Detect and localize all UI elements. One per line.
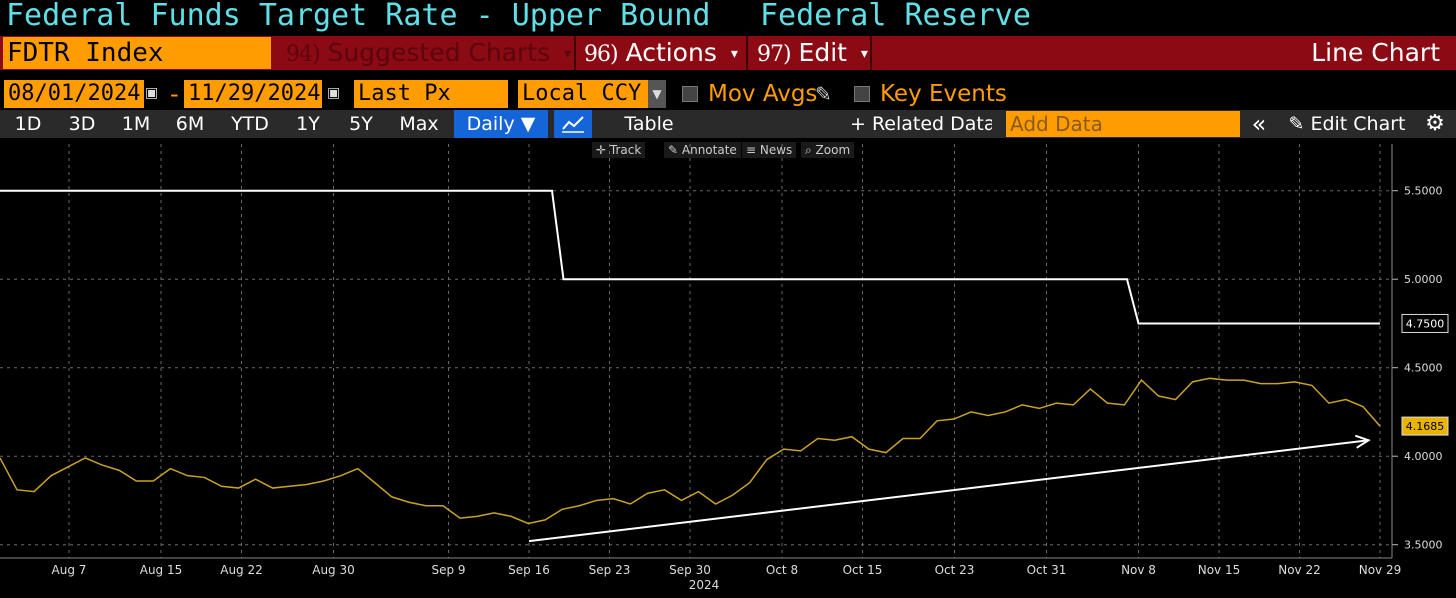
gear-icon[interactable]: ⚙ <box>1425 111 1445 136</box>
divider <box>574 36 576 70</box>
x-tick-label: Oct 23 <box>935 563 975 577</box>
edit-menu[interactable]: 97) Edit ▾ <box>757 36 868 70</box>
start-date-input[interactable]: 08/01/2024 <box>4 80 144 108</box>
related-data-button[interactable]: + Related Data <box>850 113 992 135</box>
add-data-input[interactable]: Add Data <box>1006 111 1240 137</box>
y-tick-label: 5.0000 <box>1404 273 1443 286</box>
x-tick-label: Sep 16 <box>508 563 550 577</box>
table-button[interactable]: Table <box>624 113 674 135</box>
line-chart[interactable]: 5.5000 5.0000 4.5000 4.0000 3.5000 Aug 7 Aug 1… <box>0 140 1456 598</box>
chevron-down-icon: ▾ <box>730 46 738 62</box>
x-tick-label: Aug 30 <box>312 563 355 577</box>
calendar-icon[interactable]: ▣ <box>327 85 341 101</box>
line-chart-glyph <box>562 116 584 133</box>
data-source: Federal Reserve <box>760 0 1031 33</box>
mov-avgs-checkbox[interactable] <box>682 86 698 102</box>
last-value-fdtr: 4.7500 <box>1406 317 1445 330</box>
series-line-yield <box>0 377 1381 525</box>
last-value-yield: 4.1685 <box>1406 420 1445 433</box>
arrow-head <box>1354 434 1371 449</box>
x-tick-label: Aug 7 <box>52 563 87 577</box>
end-date-input[interactable]: 11/29/2024 <box>184 80 322 108</box>
pencil-icon: ✎ <box>1288 113 1311 135</box>
field-select[interactable]: Last Px <box>354 80 508 108</box>
last-value-yield-box <box>1401 416 1449 436</box>
chevron-down-icon: ▾ <box>564 46 572 62</box>
x-tick-label: Aug 15 <box>140 563 183 577</box>
settings-row: 08/01/2024 ▣ - 11/29/2024 ▣ Last Px Loca… <box>0 78 1456 110</box>
pencil-icon[interactable]: ✎ <box>815 82 832 106</box>
edit-num: 97) <box>757 42 792 67</box>
frequency-dropdown[interactable]: Daily ▼ <box>454 110 548 138</box>
last-value-fdtr-box <box>1401 313 1449 333</box>
range-3d[interactable]: 3D <box>68 113 96 135</box>
series-line-fdtr <box>0 189 1380 325</box>
divider <box>870 36 872 70</box>
chevron-down-icon[interactable]: ▼ <box>648 80 666 108</box>
range-ytd[interactable]: YTD <box>231 113 269 135</box>
x-tick-label: Sep 30 <box>669 563 711 577</box>
range-1d[interactable]: 1D <box>14 113 42 135</box>
suggested-charts-menu[interactable]: 94) Suggested Charts ▾ <box>286 36 571 70</box>
chart-title: Federal Funds Target Rate - Upper Bound <box>6 0 711 33</box>
key-events-checkbox[interactable] <box>854 86 870 102</box>
x-tick-label: Sep 9 <box>431 563 465 577</box>
y-tick-label: 5.5000 <box>1404 185 1443 198</box>
range-5y[interactable]: 5Y <box>349 113 373 135</box>
suggested-num: 94) <box>286 42 321 67</box>
news-tool[interactable]: ≡ News <box>742 142 797 158</box>
zoom-tool[interactable]: ⌕ Zoom <box>801 142 855 158</box>
x-tick-label: Oct 15 <box>843 563 883 577</box>
x-tick-label: Nov 15 <box>1198 563 1241 577</box>
title-bar: Federal Funds Target Rate - Upper Bound … <box>0 0 1456 36</box>
chart-type-label[interactable]: Line Chart <box>1311 38 1440 67</box>
calendar-icon[interactable]: ▣ <box>145 85 159 101</box>
line-chart-icon[interactable] <box>554 110 592 138</box>
trend-arrow <box>528 439 1369 543</box>
mov-avgs-label: Mov Avgs <box>708 81 818 107</box>
actions-menu[interactable]: 96) Actions ▾ <box>584 36 738 70</box>
date-separator: - <box>170 80 179 108</box>
chevron-down-icon: ▾ <box>860 46 868 62</box>
edit-chart-button[interactable]: ✎ Edit Chart <box>1280 110 1414 138</box>
zoom-label: Zoom <box>815 143 851 157</box>
y-tick-label: 3.5000 <box>1404 539 1443 552</box>
x-tick-label: Oct 8 <box>766 563 798 577</box>
x-tick-label: Nov 29 <box>1359 563 1402 577</box>
range-6m[interactable]: 6M <box>175 113 205 135</box>
suggested-label: Suggested Charts <box>327 38 551 67</box>
y-tick-label: 4.0000 <box>1404 450 1443 463</box>
x-tick-label: Nov 22 <box>1278 563 1321 577</box>
key-events-label: Key Events <box>880 81 1007 107</box>
x-tick-label: Sep 23 <box>589 563 631 577</box>
annotate-tool[interactable]: ✎ Annotate <box>664 142 741 158</box>
actions-label: Actions <box>625 38 717 67</box>
edit-label: Edit <box>798 38 847 67</box>
ticker-field[interactable]: FDTR Index <box>3 37 271 69</box>
edit-chart-label: Edit Chart <box>1310 113 1406 135</box>
actions-num: 96) <box>584 42 619 67</box>
range-toolbar: 1D 3D 1M 6M YTD 1Y 5Y Max Daily ▼ Table … <box>0 110 1456 138</box>
track-label: Track <box>609 143 642 157</box>
divider <box>746 36 748 70</box>
chart-area: ✛ Track ✎ Annotate ≡ News ⌕ Zoom 5.5000 5… <box>0 140 1456 598</box>
range-1m[interactable]: 1M <box>121 113 151 135</box>
x-tick-label: Oct 31 <box>1027 563 1067 577</box>
range-1y[interactable]: 1Y <box>296 113 320 135</box>
annotate-label: Annotate <box>681 143 737 157</box>
news-label: News <box>759 143 793 157</box>
collapse-icon[interactable]: « <box>1251 110 1267 138</box>
currency-select[interactable]: Local CCY <box>518 80 648 108</box>
command-bar: FDTR Index 94) Suggested Charts ▾ 96) Ac… <box>0 36 1456 70</box>
track-tool[interactable]: ✛ Track <box>592 142 646 158</box>
x-tick-label: Nov 8 <box>1121 563 1156 577</box>
range-max[interactable]: Max <box>399 113 439 135</box>
x-axis-year-label: 2024 <box>689 578 720 592</box>
x-tick-label: Aug 22 <box>220 563 263 577</box>
y-tick-label: 4.5000 <box>1404 362 1443 375</box>
